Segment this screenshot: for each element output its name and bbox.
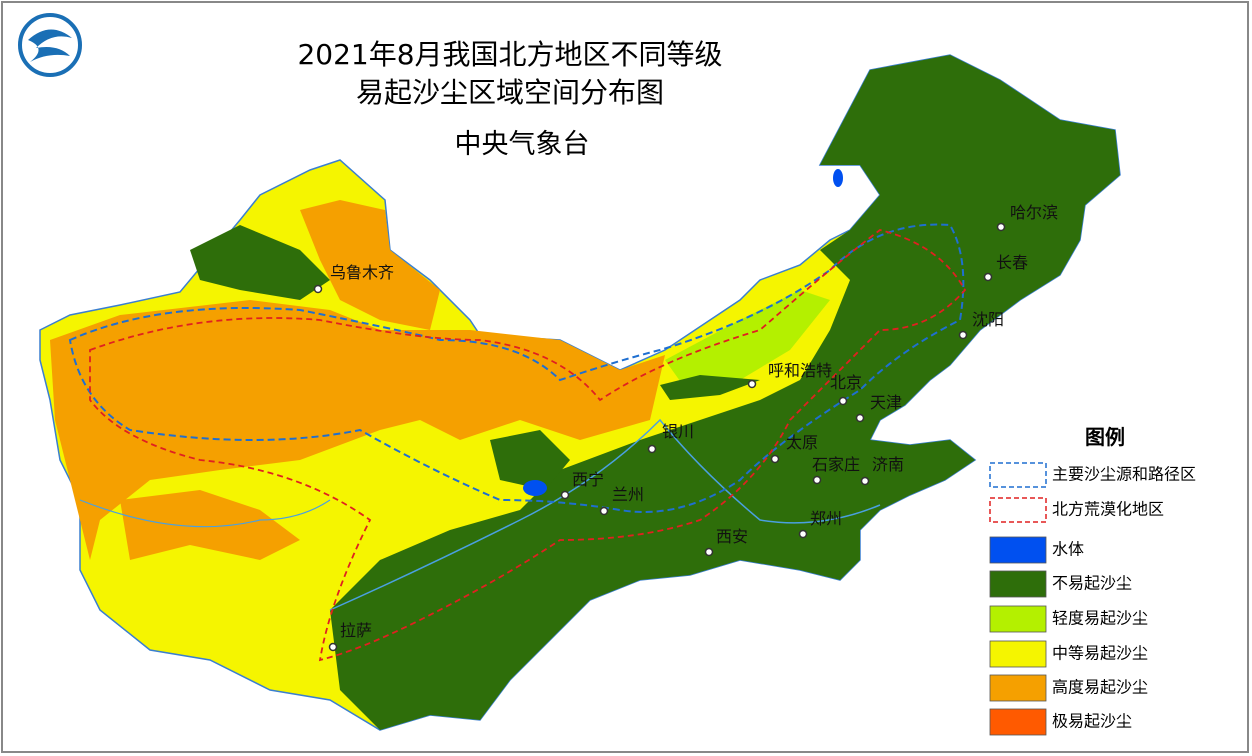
- city-dot: [704, 547, 714, 557]
- city-dot: [838, 396, 848, 406]
- city-label: 西宁: [572, 470, 604, 489]
- legend-label: 水体: [1052, 540, 1084, 559]
- city-label: 石家庄: [812, 455, 860, 474]
- legend-label: 极易起沙尘: [1052, 712, 1132, 731]
- high-dust-tibet: [120, 490, 300, 560]
- city-dot: [798, 529, 808, 539]
- legend-swatch: [989, 536, 1047, 564]
- city-dot: [328, 642, 338, 652]
- city-label: 天津: [870, 393, 902, 412]
- legend-label: 轻度易起沙尘: [1052, 609, 1148, 628]
- city-dot: [855, 413, 865, 423]
- legend-label: 中等易起沙尘: [1052, 644, 1148, 663]
- qinghai-lake: [523, 480, 547, 496]
- city-label: 郑州: [810, 509, 842, 528]
- map: [39, 54, 1121, 731]
- city-label: 西安: [716, 527, 748, 546]
- city-dot: [747, 379, 757, 389]
- green-tianshan: [190, 225, 330, 300]
- city-dot: [983, 272, 993, 282]
- city-dot: [860, 476, 870, 486]
- city-dot: [647, 444, 657, 454]
- legend-label: 不易起沙尘: [1052, 574, 1132, 593]
- legend-label: 北方荒漠化地区: [1052, 500, 1164, 519]
- city-dot: [560, 490, 570, 500]
- city-dot: [599, 506, 609, 516]
- city-label: 长春: [996, 253, 1028, 272]
- logo: [18, 13, 82, 77]
- title-line: 易起沙尘区域空间分布图: [356, 76, 664, 109]
- legend-swatch: [989, 497, 1047, 523]
- light-dust: [665, 290, 830, 395]
- city-label: 兰州: [612, 485, 644, 504]
- legend-swatch: [989, 605, 1047, 633]
- legend-swatch: [989, 708, 1047, 736]
- city-dot: [996, 222, 1006, 232]
- title-line: 2021年8月我国北方地区不同等级: [297, 38, 722, 71]
- city-label: 沈阳: [972, 310, 1004, 329]
- legend-swatch: [989, 674, 1047, 702]
- city-label: 银川: [662, 422, 694, 441]
- city-label: 呼和浩特: [768, 361, 832, 380]
- titles: 2021年8月我国北方地区不同等级 易起沙尘区域空间分布图 中央气象台: [297, 38, 722, 160]
- legend-swatch: [989, 640, 1047, 668]
- city-label: 北京: [830, 373, 862, 392]
- legend-label: 主要沙尘源和路径区: [1052, 465, 1196, 484]
- legend-swatch: [989, 462, 1047, 488]
- city-label: 乌鲁木齐: [330, 263, 394, 282]
- high-dust-junggar: [300, 200, 440, 330]
- legend-swatch: [989, 570, 1047, 598]
- green-alashan: [490, 430, 570, 490]
- agency: 中央气象台: [455, 129, 590, 160]
- hulun-lake: [833, 169, 843, 187]
- city-label: 拉萨: [340, 621, 372, 640]
- river: [329, 418, 881, 611]
- desertification-outline: [89, 229, 967, 662]
- legend-title: 图例: [1085, 425, 1125, 449]
- city-dot: [313, 284, 323, 294]
- dust-path-outline: [68, 223, 965, 513]
- green-yinshan: [660, 375, 760, 400]
- city-label: 太原: [786, 433, 818, 452]
- city-dot: [812, 475, 822, 485]
- city-label: 济南: [872, 455, 904, 474]
- city-dot: [958, 330, 968, 340]
- river: [79, 499, 331, 528]
- legend-label: 高度易起沙尘: [1052, 678, 1148, 697]
- city-dot: [770, 454, 780, 464]
- city-label: 哈尔滨: [1010, 203, 1058, 222]
